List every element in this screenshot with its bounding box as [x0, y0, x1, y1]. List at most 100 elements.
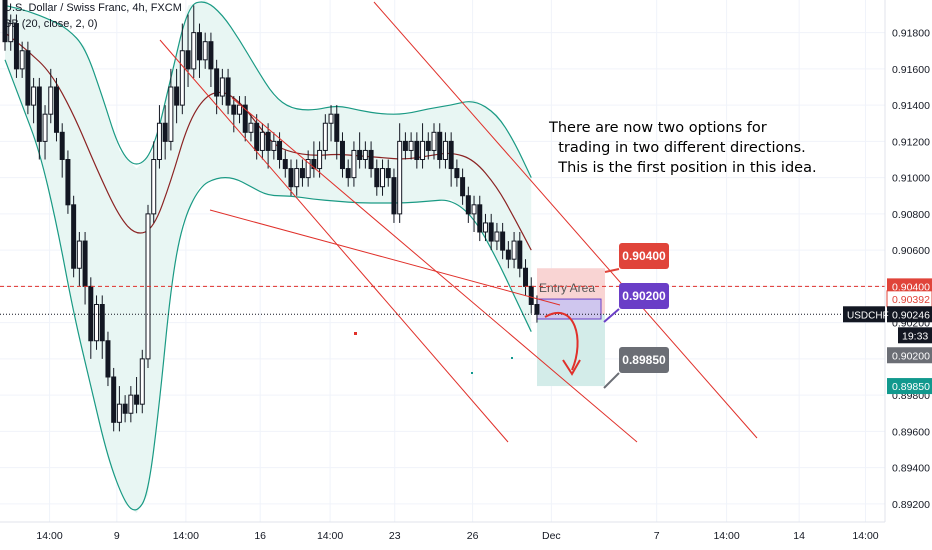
candle-body	[214, 68, 220, 97]
candle	[265, 123, 271, 169]
candle	[437, 123, 443, 169]
candle	[185, 14, 191, 87]
entry-area-label: Entry Area	[539, 281, 595, 295]
time-tick-label: 14	[793, 530, 805, 542]
candle	[482, 213, 488, 242]
chart-legend: U.S. Dollar / Swiss Franc, 4h, FXCM BB (…	[4, 0, 182, 32]
candle-body	[408, 140, 414, 151]
candle	[317, 141, 323, 178]
candle-body	[105, 340, 111, 378]
candle-body	[111, 376, 117, 423]
take-profit-zone	[537, 314, 605, 387]
time-tick-label: 14:00	[36, 530, 62, 542]
candle-body	[13, 23, 19, 70]
candle	[31, 77, 37, 124]
price-tick-label: 0.89600	[892, 426, 930, 438]
indicator-title[interactable]: BB (20, close, 2, 0)	[4, 18, 98, 30]
candle	[288, 159, 294, 196]
candle	[8, 14, 14, 51]
candle	[471, 195, 477, 232]
candle-body	[48, 86, 54, 115]
candle	[362, 141, 368, 169]
candle	[42, 105, 48, 160]
candle-body	[231, 104, 237, 115]
candle-body	[156, 122, 162, 160]
candle	[294, 159, 300, 196]
candle-body	[139, 358, 145, 405]
entry-callout-text: 0.90200	[622, 289, 666, 303]
price-tick-label: 0.89200	[892, 499, 930, 511]
time-axis[interactable]: 14:00 9 14:00 16 14:00 23 26 Dec 7 14:00 14 14:00	[0, 521, 885, 542]
candle-body	[134, 394, 140, 405]
candle-body	[402, 140, 408, 151]
candle-body	[196, 32, 202, 61]
candle	[179, 23, 185, 115]
callout-labels: 0.90400 0.90200 0.89850	[603, 243, 669, 389]
candle	[425, 132, 431, 160]
symbol-title[interactable]: U.S. Dollar / Swiss Franc, 4h, FXCM	[4, 2, 182, 14]
price-axis-bg	[885, 0, 932, 550]
candle-body	[162, 122, 168, 142]
candle	[505, 241, 511, 269]
candle	[345, 159, 351, 187]
price-axis[interactable]: 0.91800 0.91600 0.91400 0.91200 0.91000 0.908…	[843, 0, 932, 550]
price-tag: 0.90392	[886, 290, 932, 308]
candle-body	[385, 168, 391, 179]
candle	[94, 295, 100, 350]
candle	[465, 186, 471, 223]
price-tag-bg	[887, 306, 932, 323]
candle-body	[99, 304, 105, 342]
candle-body	[317, 149, 323, 170]
candle	[13, 14, 19, 78]
price-tick-label: 0.90800	[892, 209, 930, 221]
candle	[460, 168, 466, 205]
time-tick-label: 14:00	[173, 530, 199, 542]
candle-body	[254, 122, 260, 151]
candle	[494, 222, 500, 251]
bollinger-basis-line	[4, 32, 532, 251]
price-tick-label: 0.89400	[892, 463, 930, 475]
countdown-text: 19:33	[902, 330, 928, 342]
candle-body	[36, 86, 42, 142]
candle	[259, 123, 265, 160]
candle-body	[351, 149, 357, 179]
time-tick-label: 7	[654, 530, 660, 542]
candle	[71, 195, 77, 278]
candle-body	[460, 177, 466, 197]
time-tick-label: 23	[389, 530, 401, 542]
candle-body	[116, 403, 122, 423]
annotation-line-3: This is the first position in this idea.	[549, 160, 817, 176]
candle-body	[368, 149, 374, 170]
candle-body	[500, 231, 506, 251]
candle	[105, 331, 111, 387]
price-tag-text: 0.89850	[892, 381, 930, 393]
candle	[420, 123, 426, 169]
candle	[322, 114, 328, 160]
direction-arrowhead	[562, 359, 581, 376]
price-tick-label: 0.91200	[892, 136, 930, 148]
candle-body	[442, 140, 448, 160]
candle-body	[431, 131, 437, 151]
candle-body	[534, 304, 540, 315]
candle-body	[345, 168, 351, 179]
candle	[408, 132, 414, 160]
candle	[231, 96, 237, 133]
bollinger-lower-line	[4, 59, 532, 511]
candle	[134, 377, 140, 414]
price-tick-label: 0.90600	[892, 245, 930, 257]
price-tick-label: 0.91600	[892, 64, 930, 76]
candle-body	[288, 168, 294, 188]
channel-line-4	[209, 209, 561, 306]
candle-body	[219, 77, 225, 97]
candle	[202, 32, 208, 69]
entry-callout-box	[619, 283, 669, 309]
candle-body	[277, 140, 283, 160]
candle	[59, 123, 65, 178]
candle-body	[208, 41, 214, 70]
candle	[488, 213, 494, 251]
candle-body	[477, 204, 483, 233]
candle-body	[248, 122, 254, 133]
candle-body	[202, 41, 208, 61]
price-tag-text: 0.90246	[892, 309, 930, 321]
